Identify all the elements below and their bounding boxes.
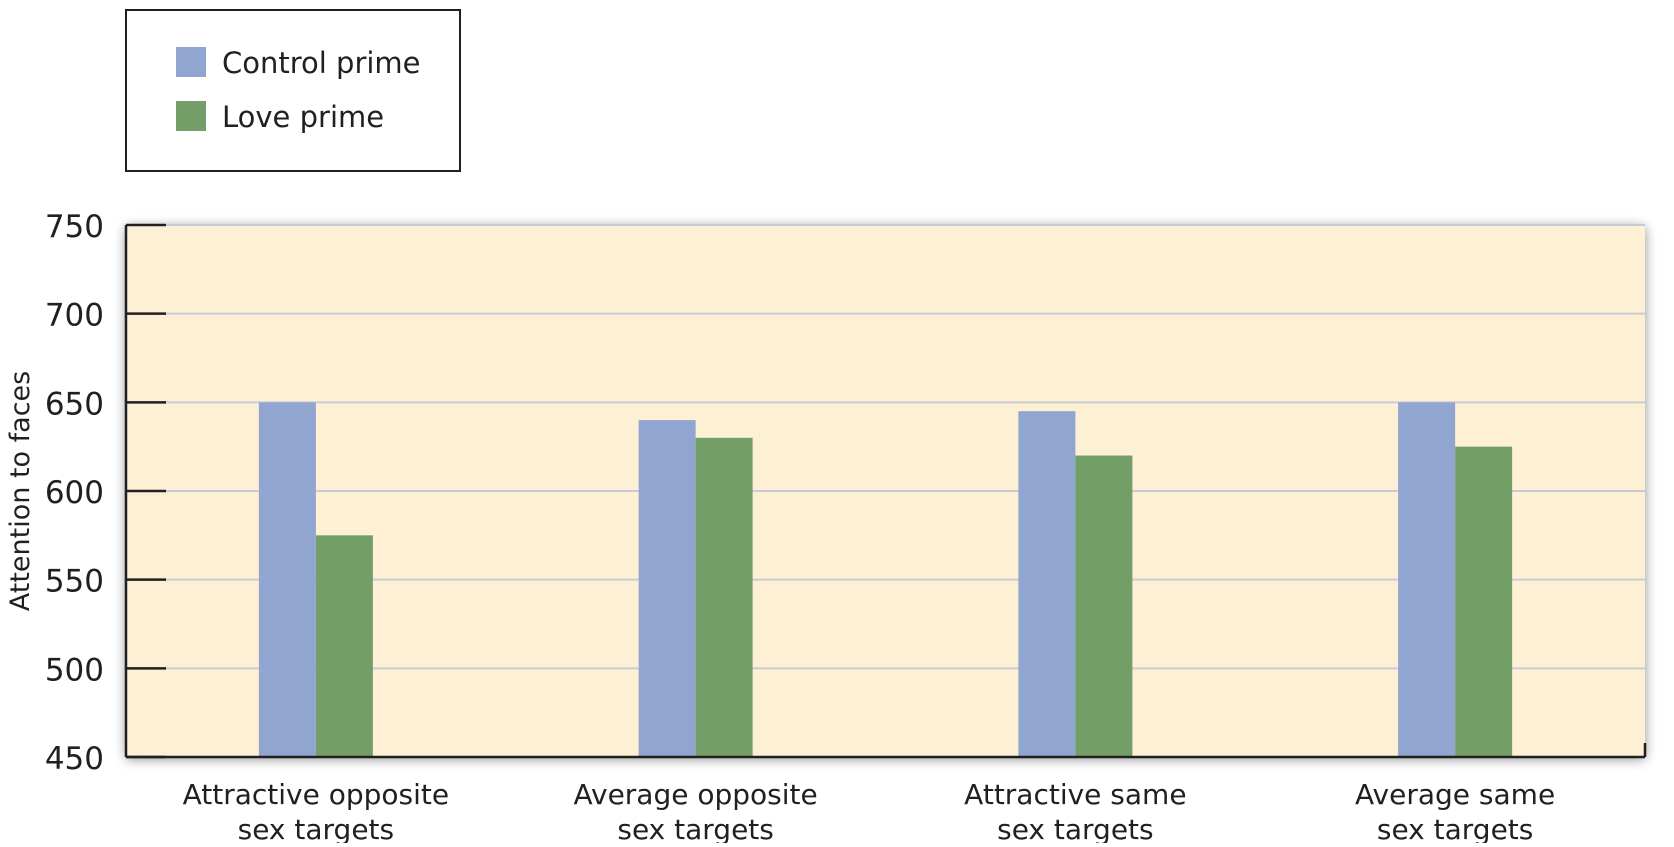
legend-label: Love prime [222,100,384,134]
x-tick-label: Attractive opposite [183,778,450,811]
legend-swatch [176,47,206,77]
x-tick-label: Average opposite [573,778,817,811]
y-tick-label: 650 [45,386,104,422]
legend-swatch [176,101,206,131]
legend-box [125,9,461,172]
bar-control-prime [638,420,696,757]
x-tick-label: sex targets [1377,813,1534,843]
y-tick-label: 450 [45,741,104,777]
y-tick-label: 700 [45,298,104,334]
y-tick-label: 550 [45,564,104,600]
x-tick-label: sex targets [997,813,1154,843]
bar-love-prime [315,535,373,757]
bar-love-prime [1075,455,1133,757]
y-tick-label: 750 [45,209,104,245]
legend: Control prime Love prime [125,9,461,172]
x-tick-label: Average same [1355,778,1555,811]
bar-control-prime [258,402,316,757]
x-tick-label: sex targets [238,813,395,843]
x-tick-label: sex targets [617,813,774,843]
y-tick-label: 600 [45,475,104,511]
bar-love-prime [695,437,753,757]
x-tick-label: Attractive same [964,778,1186,811]
y-tick-label: 500 [45,652,104,688]
bar-control-prime [1018,411,1076,757]
bar-control-prime [1398,402,1456,757]
y-axis-label: Attention to faces [5,371,36,611]
bar-love-prime [1455,446,1513,757]
legend-label: Control prime [222,46,421,80]
